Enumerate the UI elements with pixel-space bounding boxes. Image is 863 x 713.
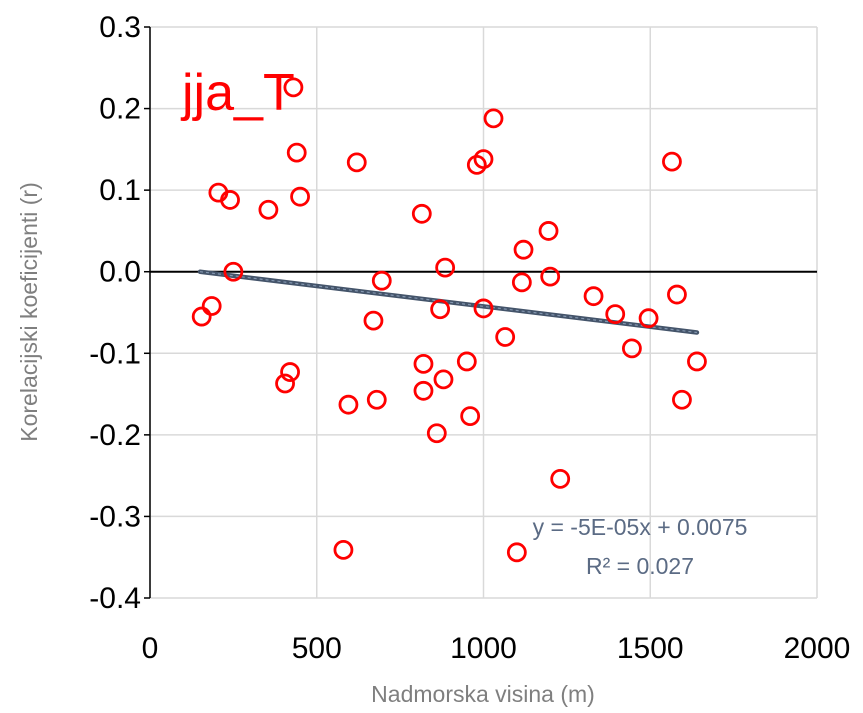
data-point bbox=[495, 327, 516, 347]
data-point bbox=[550, 469, 571, 489]
x-tick-label: 1000 bbox=[450, 632, 517, 665]
y-tick-label: 0.0 bbox=[99, 256, 141, 289]
data-point bbox=[283, 77, 304, 98]
gridlines bbox=[149, 26, 818, 599]
data-point bbox=[456, 351, 477, 372]
data-point bbox=[258, 199, 279, 220]
y-axis-title: Korelacijski koeficijenti (r) bbox=[16, 182, 42, 441]
data-point bbox=[473, 149, 494, 170]
panel-label: jja_T bbox=[180, 64, 295, 122]
trendline-group bbox=[197, 269, 700, 335]
data-point bbox=[338, 394, 359, 415]
data-point bbox=[426, 423, 447, 444]
data-point bbox=[583, 286, 604, 307]
data-point bbox=[286, 142, 307, 163]
data-point bbox=[290, 186, 310, 207]
data-point bbox=[363, 310, 384, 331]
data-point bbox=[333, 539, 354, 560]
x-tick-labels: 0 500 1000 1500 2000 bbox=[142, 632, 851, 665]
axes bbox=[144, 26, 817, 599]
data-point bbox=[201, 296, 222, 316]
data-point bbox=[638, 308, 659, 329]
data-point bbox=[411, 203, 432, 224]
data-point bbox=[191, 306, 212, 327]
x-tick-label: 0 bbox=[142, 632, 159, 665]
data-point bbox=[366, 389, 387, 410]
data-point bbox=[220, 190, 240, 210]
y-tick-label: -0.1 bbox=[89, 337, 141, 370]
data-point bbox=[667, 284, 687, 305]
x-tick-label: 2000 bbox=[784, 632, 851, 665]
data-point bbox=[371, 270, 392, 291]
data-point bbox=[672, 389, 692, 410]
x-axis-title: Nadmorska visina (m) bbox=[371, 681, 595, 707]
data-point bbox=[473, 298, 494, 319]
trendline-r-squared: R² = 0.027 bbox=[586, 553, 694, 579]
y-tick-label: 0.3 bbox=[99, 11, 141, 44]
data-point bbox=[483, 108, 504, 129]
data-point bbox=[662, 151, 682, 172]
data-point bbox=[506, 542, 527, 563]
x-tick-label: 500 bbox=[292, 632, 342, 665]
data-point bbox=[538, 221, 559, 241]
data-points bbox=[191, 77, 707, 563]
data-point bbox=[540, 266, 561, 287]
data-point bbox=[413, 380, 434, 401]
trendline-equation: y = -5E-05x + 0.0075 bbox=[533, 514, 748, 540]
y-tick-label: -0.3 bbox=[89, 500, 141, 533]
data-point bbox=[433, 369, 454, 390]
data-point bbox=[435, 257, 456, 278]
data-point bbox=[460, 406, 481, 426]
data-point bbox=[430, 299, 451, 320]
data-point bbox=[280, 362, 300, 382]
data-point bbox=[687, 351, 707, 372]
y-tick-label: -0.4 bbox=[89, 582, 141, 615]
data-point bbox=[346, 152, 367, 173]
data-point bbox=[223, 261, 244, 282]
y-tick-label: -0.2 bbox=[89, 419, 141, 452]
y-tick-label: 0.2 bbox=[99, 93, 141, 126]
data-point bbox=[622, 338, 642, 359]
data-point bbox=[513, 239, 534, 260]
data-point bbox=[605, 304, 626, 325]
y-tick-label: 0.1 bbox=[99, 174, 141, 207]
data-point bbox=[275, 373, 295, 394]
data-point bbox=[511, 272, 532, 293]
x-tick-label: 1500 bbox=[617, 632, 684, 665]
data-point bbox=[413, 353, 434, 374]
y-tick-labels: 0.3 0.2 0.1 0.0 -0.1 -0.2 -0.3 -0.4 bbox=[89, 11, 141, 615]
